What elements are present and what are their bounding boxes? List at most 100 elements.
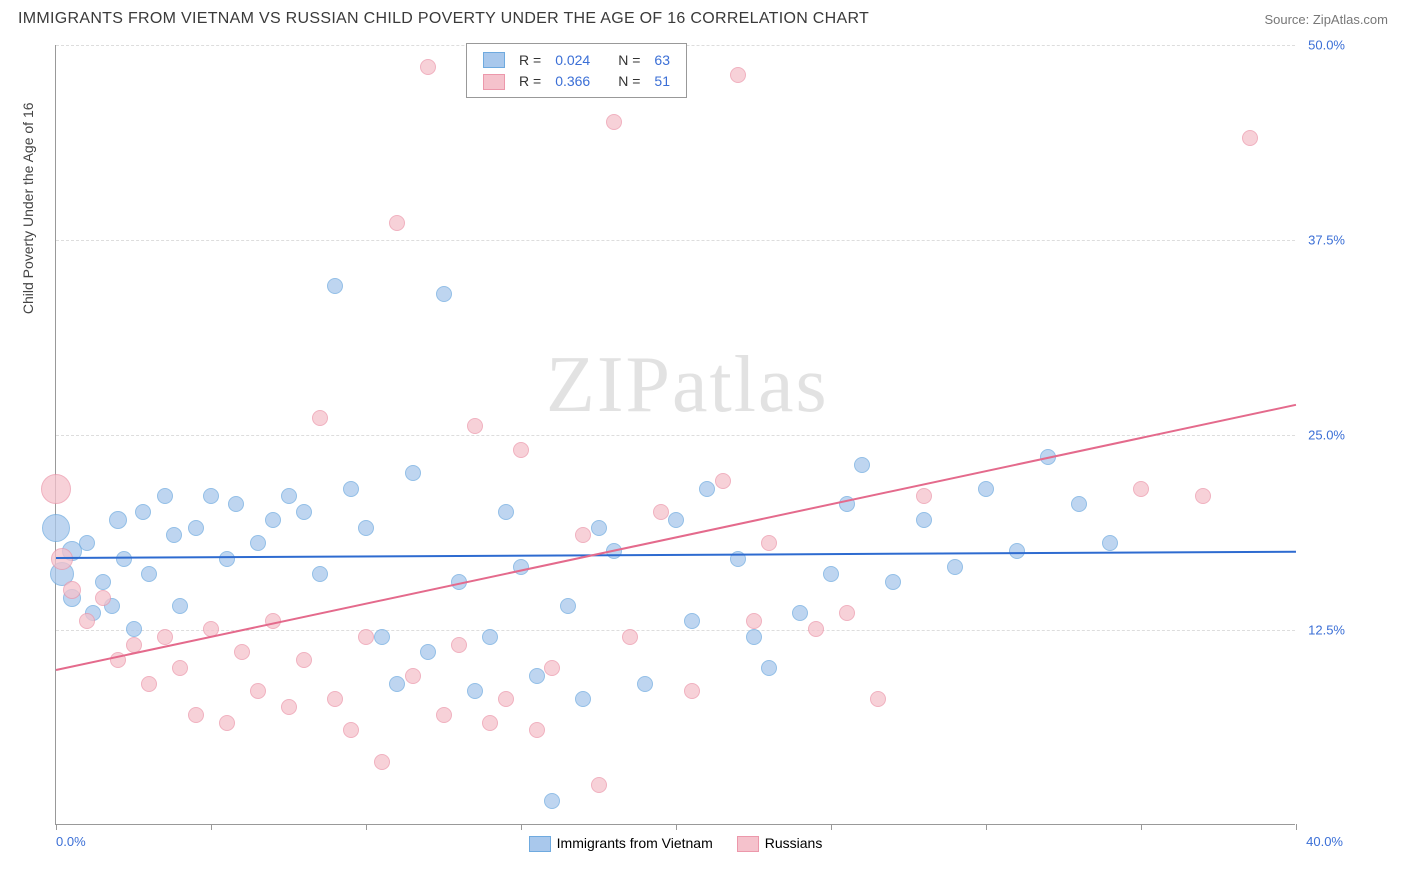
data-point xyxy=(374,629,390,645)
data-point xyxy=(327,691,343,707)
data-point xyxy=(529,722,545,738)
data-point xyxy=(436,286,452,302)
data-point xyxy=(116,551,132,567)
y-tick-label: 50.0% xyxy=(1300,38,1345,53)
data-point xyxy=(1242,130,1258,146)
x-tick xyxy=(56,824,57,830)
data-point xyxy=(166,527,182,543)
data-point xyxy=(451,637,467,653)
data-point xyxy=(219,715,235,731)
data-point xyxy=(1195,488,1211,504)
data-point xyxy=(389,215,405,231)
data-point xyxy=(560,598,576,614)
data-point xyxy=(95,574,111,590)
data-point xyxy=(823,566,839,582)
data-point xyxy=(327,278,343,294)
data-point xyxy=(172,598,188,614)
series-legend: Immigrants from VietnamRussians xyxy=(56,835,1295,852)
data-point xyxy=(126,621,142,637)
data-point xyxy=(281,699,297,715)
data-point xyxy=(157,629,173,645)
x-tick xyxy=(521,824,522,830)
data-point xyxy=(135,504,151,520)
data-point xyxy=(234,644,250,660)
data-point xyxy=(839,605,855,621)
x-tick xyxy=(1141,824,1142,830)
data-point xyxy=(436,707,452,723)
y-tick-label: 25.0% xyxy=(1300,428,1345,443)
data-point xyxy=(715,473,731,489)
data-point xyxy=(498,504,514,520)
data-point xyxy=(109,511,127,529)
data-point xyxy=(498,691,514,707)
data-point xyxy=(699,481,715,497)
data-point xyxy=(668,512,684,528)
data-point xyxy=(42,514,70,542)
data-point xyxy=(405,465,421,481)
data-point xyxy=(870,691,886,707)
x-tick xyxy=(366,824,367,830)
data-point xyxy=(482,629,498,645)
x-tick xyxy=(1296,824,1297,830)
source-attribution: Source: ZipAtlas.com xyxy=(1264,12,1388,27)
y-axis-title: Child Poverty Under the Age of 16 xyxy=(20,102,36,314)
data-point xyxy=(250,535,266,551)
data-point xyxy=(529,668,545,684)
data-point xyxy=(653,504,669,520)
chart-header: IMMIGRANTS FROM VIETNAM VS RUSSIAN CHILD… xyxy=(18,10,1388,28)
data-point xyxy=(79,535,95,551)
data-point xyxy=(916,512,932,528)
grid-line xyxy=(56,435,1295,436)
data-point xyxy=(358,520,374,536)
data-point xyxy=(312,566,328,582)
trend-line xyxy=(56,550,1296,558)
data-point xyxy=(467,683,483,699)
chart-title: IMMIGRANTS FROM VIETNAM VS RUSSIAN CHILD… xyxy=(18,10,869,28)
data-point xyxy=(343,481,359,497)
data-point xyxy=(637,676,653,692)
correlation-legend: R =0.024N =63R =0.366N =51 xyxy=(466,43,687,98)
data-point xyxy=(575,527,591,543)
data-point xyxy=(575,691,591,707)
data-point xyxy=(296,504,312,520)
data-point xyxy=(467,418,483,434)
data-point xyxy=(885,574,901,590)
data-point xyxy=(281,488,297,504)
data-point xyxy=(343,722,359,738)
data-point xyxy=(591,777,607,793)
data-point xyxy=(792,605,808,621)
data-point xyxy=(947,559,963,575)
data-point xyxy=(1071,496,1087,512)
data-point xyxy=(591,520,607,536)
data-point xyxy=(978,481,994,497)
data-point xyxy=(374,754,390,770)
x-tick xyxy=(986,824,987,830)
x-tick xyxy=(676,824,677,830)
x-tick xyxy=(831,824,832,830)
source-link[interactable]: ZipAtlas.com xyxy=(1313,12,1388,27)
data-point xyxy=(250,683,266,699)
data-point xyxy=(761,535,777,551)
data-point xyxy=(141,566,157,582)
data-point xyxy=(420,59,436,75)
data-point xyxy=(358,629,374,645)
data-point xyxy=(79,613,95,629)
data-point xyxy=(95,590,111,606)
data-point xyxy=(761,660,777,676)
data-point xyxy=(1009,543,1025,559)
data-point xyxy=(41,474,71,504)
data-point xyxy=(606,114,622,130)
data-point xyxy=(1102,535,1118,551)
data-point xyxy=(854,457,870,473)
grid-line xyxy=(56,240,1295,241)
data-point xyxy=(188,707,204,723)
source-prefix: Source: xyxy=(1264,12,1312,27)
data-point xyxy=(746,613,762,629)
data-point xyxy=(172,660,188,676)
data-point xyxy=(730,67,746,83)
data-point xyxy=(157,488,173,504)
data-point xyxy=(622,629,638,645)
data-point xyxy=(228,496,244,512)
data-point xyxy=(312,410,328,426)
watermark: ZIPatlas xyxy=(546,340,829,431)
